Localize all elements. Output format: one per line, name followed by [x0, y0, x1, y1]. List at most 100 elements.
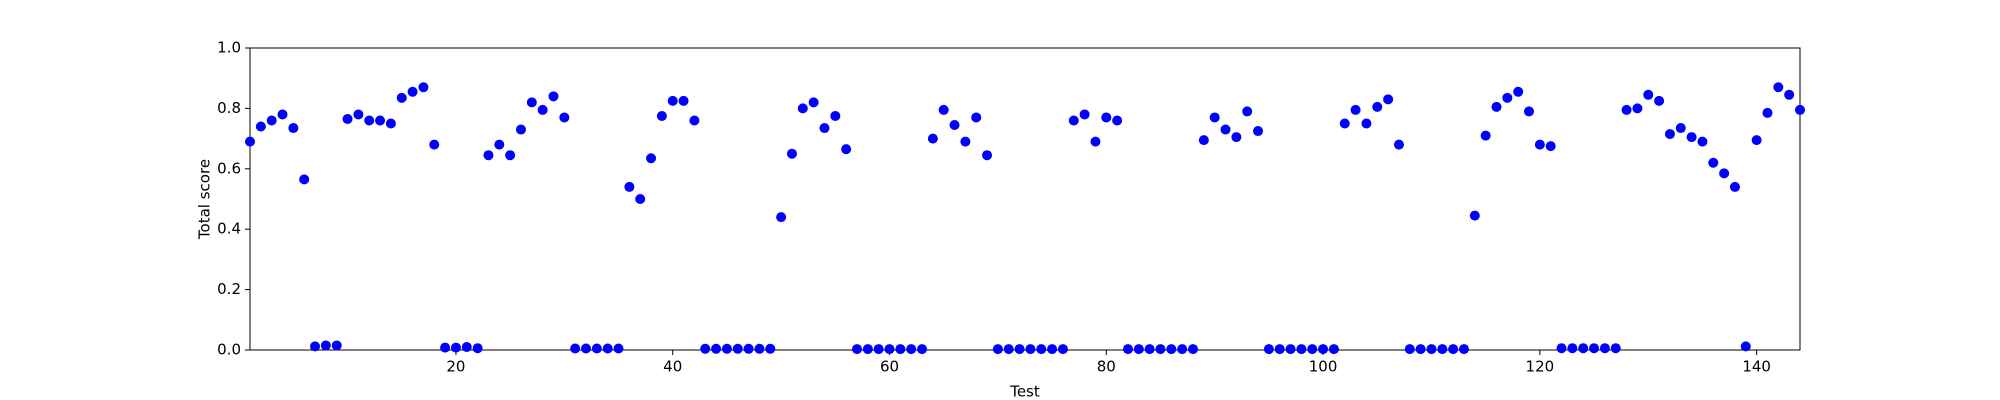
- point: [1524, 106, 1535, 117]
- point: [862, 344, 873, 355]
- point: [1057, 344, 1068, 355]
- point: [1469, 210, 1480, 221]
- point: [1621, 104, 1632, 115]
- point: [613, 343, 624, 354]
- point: [288, 123, 299, 134]
- point: [1242, 106, 1253, 117]
- point: [678, 95, 689, 106]
- point: [310, 341, 321, 352]
- y-tick-label: 0.2: [217, 280, 241, 298]
- point: [895, 344, 906, 355]
- point: [440, 342, 451, 353]
- point: [1361, 118, 1372, 129]
- point: [786, 148, 797, 159]
- point: [624, 181, 635, 192]
- point: [765, 343, 776, 354]
- y-axis-label: Total score: [196, 159, 214, 240]
- point: [1393, 139, 1404, 150]
- point: [331, 340, 342, 351]
- point: [1383, 94, 1394, 105]
- point: [1274, 344, 1285, 355]
- point: [526, 97, 537, 108]
- point: [1491, 101, 1502, 112]
- x-tick-label: 60: [880, 358, 899, 376]
- point: [1697, 136, 1708, 147]
- point: [1654, 95, 1665, 106]
- point: [1545, 141, 1556, 152]
- point: [1567, 343, 1578, 354]
- point: [385, 118, 396, 129]
- point: [1014, 344, 1025, 355]
- point: [483, 150, 494, 161]
- point: [505, 150, 516, 161]
- point: [732, 343, 743, 354]
- point: [515, 124, 526, 135]
- point: [1502, 92, 1513, 103]
- point: [1112, 115, 1123, 126]
- point: [797, 103, 808, 114]
- point: [1177, 344, 1188, 355]
- point: [450, 342, 461, 353]
- point: [1610, 343, 1621, 354]
- point: [266, 115, 277, 126]
- point: [1729, 181, 1740, 192]
- point: [1556, 343, 1567, 354]
- point: [1328, 344, 1339, 355]
- point: [364, 115, 375, 126]
- point: [1719, 168, 1730, 179]
- point: [1307, 344, 1318, 355]
- point: [1773, 82, 1784, 93]
- point: [743, 343, 754, 354]
- point: [1155, 344, 1166, 355]
- point: [1047, 344, 1058, 355]
- point: [1285, 344, 1296, 355]
- point: [1404, 344, 1415, 355]
- point: [1513, 86, 1524, 97]
- point: [429, 139, 440, 150]
- point: [1101, 112, 1112, 123]
- point: [884, 344, 895, 355]
- point: [721, 343, 732, 354]
- point: [971, 112, 982, 123]
- point: [1339, 118, 1350, 129]
- point: [537, 104, 548, 115]
- point: [1795, 104, 1805, 115]
- point: [830, 110, 841, 121]
- point: [375, 115, 386, 126]
- point: [1372, 101, 1383, 112]
- point: [1632, 103, 1643, 114]
- point: [581, 343, 592, 354]
- point: [1188, 344, 1199, 355]
- x-tick-label: 120: [1526, 358, 1555, 376]
- point: [917, 344, 928, 355]
- point: [1209, 112, 1220, 123]
- point: [1762, 107, 1773, 118]
- point: [960, 136, 971, 147]
- point: [1198, 135, 1209, 146]
- point: [841, 144, 852, 155]
- point: [255, 121, 266, 132]
- point: [353, 109, 364, 120]
- point: [1166, 344, 1177, 355]
- point: [1003, 344, 1014, 355]
- point: [949, 120, 960, 131]
- point: [1079, 109, 1090, 120]
- point: [982, 150, 993, 161]
- point: [591, 343, 602, 354]
- point: [1784, 89, 1795, 100]
- point: [1751, 135, 1762, 146]
- point: [851, 344, 862, 355]
- point: [1686, 132, 1697, 143]
- point: [1589, 343, 1600, 354]
- point: [245, 136, 255, 147]
- y-tick-label: 0.0: [217, 341, 241, 359]
- point: [938, 104, 949, 115]
- point: [548, 91, 559, 102]
- point: [1664, 129, 1675, 140]
- point: [1643, 89, 1654, 100]
- point: [927, 133, 938, 144]
- point: [396, 92, 407, 103]
- point: [635, 194, 646, 204]
